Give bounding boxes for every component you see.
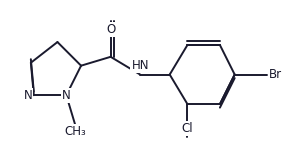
Text: O: O — [106, 23, 115, 36]
Text: Cl: Cl — [182, 122, 193, 135]
Text: CH₃: CH₃ — [64, 125, 86, 138]
Text: N: N — [23, 89, 32, 102]
Text: Br: Br — [269, 68, 282, 81]
Text: HN: HN — [132, 59, 149, 72]
Text: N: N — [62, 89, 71, 102]
